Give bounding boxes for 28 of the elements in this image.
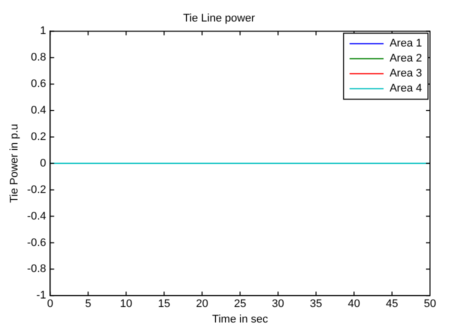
y-tick-label: -0.8 <box>27 263 46 276</box>
x-tick-label: 30 <box>272 298 284 310</box>
x-tick-label: 15 <box>158 298 170 310</box>
x-tick-label: 20 <box>196 298 208 310</box>
y-axis-title: Tie Power in p.u <box>8 124 21 203</box>
y-tick-label: 1 <box>40 25 46 38</box>
x-tick-label: 35 <box>310 298 322 310</box>
y-tick-label: 0.6 <box>30 78 46 90</box>
chart-title: Tie Line power <box>183 12 256 25</box>
x-axis-title: Time in sec <box>212 313 268 326</box>
legend-label: Area 4 <box>390 82 422 95</box>
y-tick-label: -0.2 <box>27 184 46 196</box>
x-tick-label: 10 <box>120 298 132 310</box>
y-tick-label: -0.4 <box>27 210 46 222</box>
y-tick-label: 0 <box>40 157 46 170</box>
legend-label: Area 3 <box>390 68 422 80</box>
y-tick-label: 0.2 <box>30 130 46 143</box>
y-tick-label: 0.8 <box>30 52 46 64</box>
legend-label: Area 1 <box>390 38 422 50</box>
x-tick-label: 50 <box>424 298 436 310</box>
y-tick-label: -1 <box>36 290 46 302</box>
x-tick-label: 5 <box>85 298 92 310</box>
x-tick-label: 40 <box>348 298 360 310</box>
x-tick-label: 25 <box>234 298 246 310</box>
legend-label: Area 2 <box>390 52 422 65</box>
y-tick-label: 0.4 <box>30 104 46 117</box>
x-tick-label: 45 <box>386 298 398 310</box>
y-tick-label: -0.6 <box>27 236 46 249</box>
